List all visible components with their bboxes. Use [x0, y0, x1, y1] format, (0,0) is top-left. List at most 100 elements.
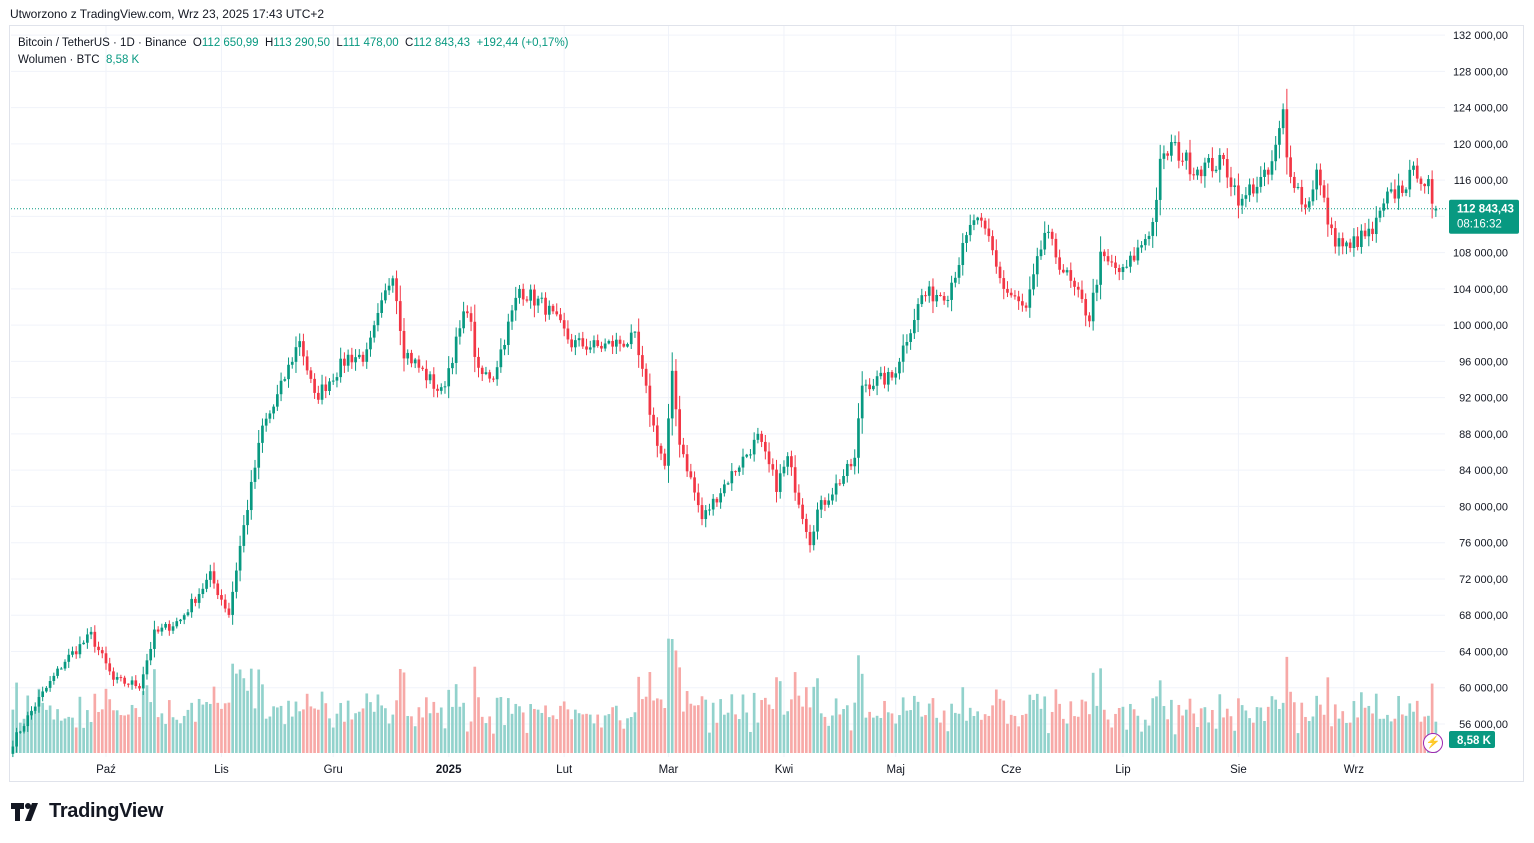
volume-bar — [920, 716, 924, 753]
volume-bar — [737, 719, 741, 753]
candle-body — [763, 441, 767, 452]
volume-bar — [931, 698, 935, 753]
y-tick-label: 92 000,00 — [1459, 393, 1508, 405]
volume-bar — [1166, 719, 1169, 753]
candle-body — [857, 418, 860, 458]
volume-bar — [723, 714, 726, 753]
volume-bar — [1337, 718, 1341, 753]
volume-bar — [439, 707, 443, 753]
volume-bar — [160, 713, 164, 753]
candle-body — [469, 313, 473, 322]
volume-bar — [685, 691, 689, 753]
candle-body — [767, 451, 771, 465]
candle-body — [130, 680, 134, 685]
candle-body — [1136, 247, 1140, 261]
volume-bar — [965, 720, 968, 753]
volume-bar — [559, 705, 562, 753]
volume-bar — [492, 733, 495, 753]
candle-body — [633, 331, 637, 333]
volume-bar — [465, 731, 469, 753]
candle-body — [607, 340, 611, 344]
volume-bar — [1363, 707, 1367, 753]
candle-body — [905, 341, 909, 346]
volume-bar — [1378, 718, 1382, 753]
candle-body — [175, 621, 179, 627]
volume-bar — [1300, 702, 1304, 753]
volume-bar — [231, 663, 234, 753]
volume-bar — [1412, 711, 1415, 753]
volume-bar — [71, 717, 74, 753]
candle-body — [465, 311, 469, 314]
volume-bar — [913, 695, 916, 753]
volume-bar — [1117, 708, 1121, 753]
candle-body — [1266, 169, 1270, 175]
volume-bar — [1203, 707, 1207, 753]
candle-body — [212, 571, 216, 584]
candle-body — [801, 504, 804, 519]
candle-body — [1021, 301, 1024, 306]
candle-body — [629, 332, 633, 345]
volume-bar — [298, 711, 302, 753]
volume-bar — [1177, 704, 1181, 753]
volume-bar — [585, 713, 588, 753]
candle-body — [112, 671, 115, 680]
candle-body — [74, 651, 78, 655]
volume-bar — [469, 721, 473, 753]
volume-bar — [115, 710, 119, 753]
volume-bar — [1322, 714, 1326, 753]
volume-bar — [868, 711, 871, 753]
volume-bar — [1352, 701, 1356, 753]
volume-bar — [246, 690, 249, 753]
volume-bar — [495, 697, 499, 753]
volume-bar — [886, 712, 890, 753]
volume-bar — [1028, 694, 1032, 753]
volume-bar — [346, 700, 350, 753]
volume-bar — [752, 692, 756, 753]
volume-bar — [1251, 722, 1255, 753]
volume-bar — [171, 717, 175, 753]
candle-body — [320, 384, 324, 400]
candle-body — [521, 288, 525, 300]
volume-bar — [670, 639, 674, 753]
volume-bar — [186, 709, 190, 753]
candle-body — [760, 433, 763, 442]
candle-body — [357, 354, 361, 358]
candle-body — [823, 500, 827, 505]
candle-body — [425, 368, 428, 381]
x-tick-label: Mar — [659, 764, 679, 776]
candle-body — [752, 439, 756, 455]
candle-body — [1229, 177, 1233, 187]
candle-body — [998, 266, 1002, 279]
volume-bar — [100, 709, 104, 753]
volume-bar — [879, 717, 883, 753]
candle-body — [41, 691, 45, 698]
volume-bar — [1240, 705, 1244, 753]
volume-bar — [708, 732, 711, 753]
volume-bar — [626, 718, 629, 753]
candle-body — [514, 297, 518, 311]
volume-bar — [257, 669, 261, 753]
candle-body — [1382, 203, 1386, 211]
candle-body — [1062, 269, 1065, 273]
volume-bar — [622, 728, 626, 753]
volume-bar — [849, 730, 853, 753]
volume-bar — [309, 706, 313, 753]
candle-body — [290, 361, 294, 365]
volume-bar — [581, 714, 585, 753]
volume-bar — [864, 717, 868, 753]
volume-bar — [343, 721, 346, 753]
candle-body — [804, 518, 808, 532]
volume-bar — [138, 716, 141, 753]
y-tick-label: 116 000,00 — [1454, 175, 1508, 187]
candle-body — [775, 469, 778, 492]
candle-body — [745, 454, 749, 457]
volume-bar — [63, 718, 67, 753]
candle-body — [384, 290, 387, 301]
candle-body — [1423, 183, 1427, 187]
candle-body — [1263, 169, 1266, 177]
lightning-icon[interactable]: ⚡ — [1423, 733, 1443, 753]
volume-value: 8,58 K — [105, 54, 140, 66]
volume-bar — [1255, 707, 1259, 753]
tradingview-brand[interactable]: TradingView — [11, 800, 163, 823]
